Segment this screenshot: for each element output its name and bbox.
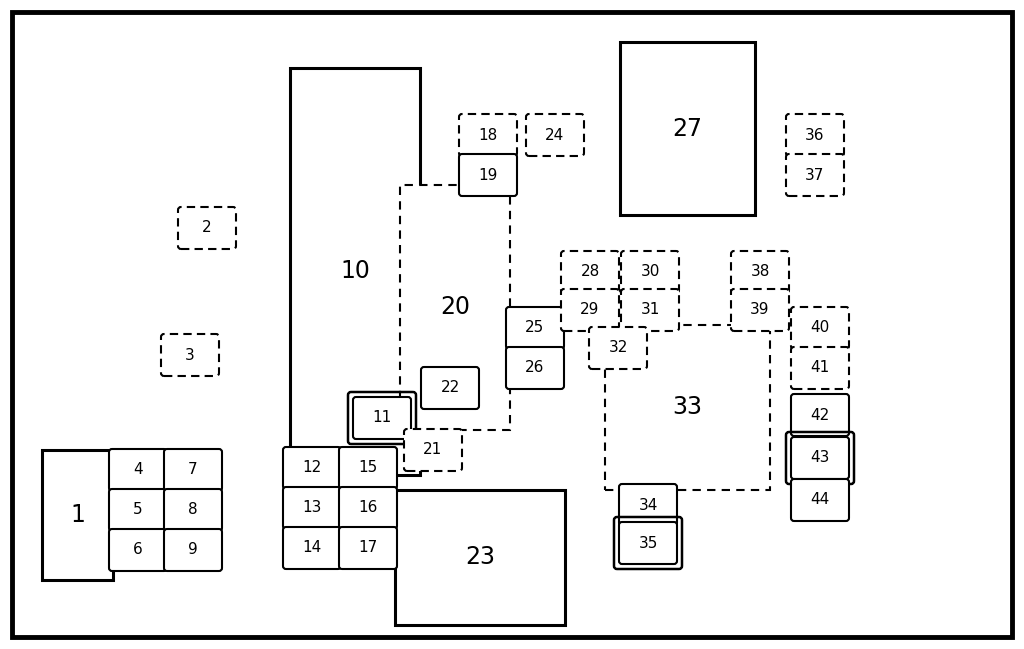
Bar [605, 325, 770, 490]
Text: 40: 40 [810, 321, 829, 336]
FancyBboxPatch shape [791, 307, 849, 349]
Bar [395, 490, 565, 625]
FancyBboxPatch shape [164, 449, 222, 491]
FancyBboxPatch shape [109, 449, 167, 491]
Text: 2: 2 [202, 221, 212, 236]
FancyBboxPatch shape [786, 114, 844, 156]
FancyBboxPatch shape [339, 527, 397, 569]
FancyBboxPatch shape [164, 529, 222, 571]
Bar [620, 42, 755, 215]
Text: 9: 9 [188, 543, 198, 557]
FancyBboxPatch shape [109, 529, 167, 571]
Text: 16: 16 [358, 500, 378, 515]
Text: 44: 44 [810, 493, 829, 508]
Text: 6: 6 [133, 543, 143, 557]
FancyBboxPatch shape [506, 347, 564, 389]
Text: 26: 26 [525, 360, 545, 376]
FancyBboxPatch shape [561, 289, 618, 331]
FancyBboxPatch shape [618, 522, 677, 564]
FancyBboxPatch shape [791, 347, 849, 389]
FancyBboxPatch shape [621, 251, 679, 293]
FancyBboxPatch shape [283, 487, 341, 529]
Bar [400, 185, 510, 430]
Text: 29: 29 [581, 302, 600, 317]
Text: 11: 11 [373, 411, 391, 426]
Text: 31: 31 [640, 302, 659, 317]
FancyBboxPatch shape [109, 489, 167, 531]
Text: 1: 1 [70, 503, 85, 527]
Text: 7: 7 [188, 463, 198, 478]
FancyBboxPatch shape [731, 251, 790, 293]
FancyBboxPatch shape [786, 154, 844, 196]
Text: 38: 38 [751, 265, 770, 280]
FancyBboxPatch shape [791, 394, 849, 436]
Text: 23: 23 [465, 546, 495, 570]
FancyBboxPatch shape [421, 367, 479, 409]
FancyBboxPatch shape [526, 114, 584, 156]
Text: 30: 30 [640, 265, 659, 280]
Text: 20: 20 [440, 295, 470, 319]
FancyBboxPatch shape [791, 437, 849, 479]
FancyBboxPatch shape [164, 489, 222, 531]
FancyBboxPatch shape [459, 114, 517, 156]
Text: 8: 8 [188, 502, 198, 517]
FancyBboxPatch shape [178, 207, 236, 249]
Text: 25: 25 [525, 321, 545, 336]
Text: 13: 13 [302, 500, 322, 515]
Text: 41: 41 [810, 360, 829, 376]
Text: 5: 5 [133, 502, 142, 517]
FancyBboxPatch shape [161, 334, 219, 376]
FancyBboxPatch shape [283, 527, 341, 569]
FancyBboxPatch shape [791, 479, 849, 521]
FancyBboxPatch shape [339, 487, 397, 529]
Text: 12: 12 [302, 461, 322, 476]
Text: 19: 19 [478, 167, 498, 182]
FancyBboxPatch shape [506, 307, 564, 349]
Text: 37: 37 [805, 167, 824, 182]
Text: 18: 18 [478, 127, 498, 143]
Text: 39: 39 [751, 302, 770, 317]
Text: 17: 17 [358, 541, 378, 556]
FancyBboxPatch shape [404, 429, 462, 471]
Text: 28: 28 [581, 265, 600, 280]
FancyBboxPatch shape [459, 154, 517, 196]
FancyBboxPatch shape [618, 484, 677, 526]
Text: 34: 34 [638, 498, 657, 513]
FancyBboxPatch shape [283, 447, 341, 489]
FancyBboxPatch shape [353, 397, 411, 439]
Bar [290, 68, 420, 475]
FancyBboxPatch shape [621, 289, 679, 331]
Text: 32: 32 [608, 341, 628, 356]
Text: 14: 14 [302, 541, 322, 556]
Text: 24: 24 [546, 127, 564, 143]
Text: 33: 33 [673, 395, 702, 419]
Bar [42, 450, 113, 580]
Text: 3: 3 [185, 347, 195, 363]
FancyBboxPatch shape [589, 327, 647, 369]
Text: 42: 42 [810, 408, 829, 422]
Text: 35: 35 [638, 535, 657, 550]
Text: 43: 43 [810, 450, 829, 465]
Text: 15: 15 [358, 461, 378, 476]
Text: 21: 21 [423, 443, 442, 458]
FancyBboxPatch shape [561, 251, 618, 293]
Text: 4: 4 [133, 463, 142, 478]
FancyBboxPatch shape [731, 289, 790, 331]
Text: 36: 36 [805, 127, 824, 143]
Text: 10: 10 [340, 260, 370, 284]
Text: 27: 27 [673, 117, 702, 140]
FancyBboxPatch shape [339, 447, 397, 489]
Text: 22: 22 [440, 380, 460, 395]
